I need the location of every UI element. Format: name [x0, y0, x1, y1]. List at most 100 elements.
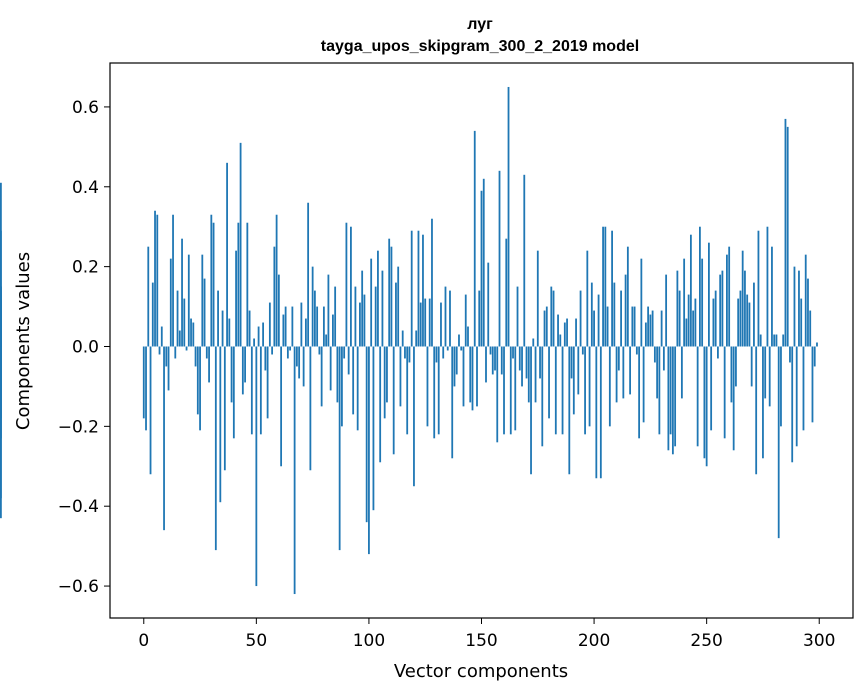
- x-tick-label: 200: [578, 631, 610, 651]
- bar-43: [239, 142, 242, 347]
- bar-161: [505, 238, 508, 347]
- bar-202: [597, 294, 600, 347]
- bar-167: [518, 346, 521, 371]
- bar-237: [676, 270, 679, 347]
- bar-282: [777, 346, 780, 539]
- bar-162: [507, 86, 510, 347]
- bar-44: [241, 346, 244, 395]
- bar-111: [392, 346, 395, 455]
- bar-259: [726, 254, 728, 347]
- bar-251: [708, 242, 710, 347]
- bar-129: [433, 346, 436, 439]
- bar-239: [680, 346, 683, 399]
- bar-145: [469, 346, 472, 403]
- bar-258: [723, 346, 726, 439]
- x-tick-label: 300: [803, 631, 835, 651]
- bar-100: [368, 346, 370, 555]
- bar-131: [437, 346, 440, 435]
- bar-293: [802, 346, 805, 431]
- chart-title: луг: [467, 16, 493, 33]
- bar-144: [467, 326, 469, 347]
- y-axis-ticks: −0.6 −0.4 −0.2 0.0 0.2 0.4 0.6: [58, 98, 110, 597]
- bar-20: [187, 254, 190, 347]
- bar-0: [142, 346, 145, 419]
- bar-235: [671, 346, 674, 455]
- bar-229: [658, 346, 661, 435]
- bar-273: [757, 230, 760, 347]
- bar-6: [156, 214, 159, 347]
- bar-2: [147, 246, 150, 347]
- bar-97: [361, 270, 364, 347]
- bar-62: [282, 314, 285, 347]
- bar-170: [525, 346, 528, 379]
- bar-81: [325, 334, 328, 347]
- bar-200: [593, 310, 595, 347]
- bar-264: [737, 298, 740, 347]
- bar-118: [408, 346, 411, 363]
- bar-130: [435, 346, 438, 363]
- bar-269: [748, 302, 751, 347]
- bar-90: [345, 222, 348, 347]
- bar-143: [464, 294, 467, 347]
- bar-181: [550, 286, 553, 347]
- bar-83: [329, 346, 332, 391]
- bar-79: [320, 346, 323, 407]
- bar-77: [316, 306, 319, 347]
- bar-289: [793, 266, 796, 347]
- bar-281: [775, 334, 778, 347]
- y-tick-label: 0.2: [72, 258, 99, 278]
- bar-18: [183, 298, 186, 347]
- bar-283: [780, 346, 782, 427]
- bar-124: [422, 234, 424, 347]
- bar-27: [203, 278, 206, 347]
- bar-146: [471, 346, 474, 411]
- x-tick-label: 0: [138, 631, 149, 651]
- bar-184: [557, 314, 559, 347]
- bar-153: [487, 262, 490, 347]
- y-tick-label: −0.4: [58, 497, 99, 517]
- bar-165: [514, 346, 517, 431]
- bar-22: [192, 322, 195, 347]
- bar-228: [656, 346, 659, 399]
- bar-297: [811, 346, 814, 423]
- bar-172: [530, 346, 532, 475]
- chart-subtitle: tayga_upos_skipgram_300_2_2019 model: [321, 38, 639, 55]
- bar-214: [624, 274, 627, 347]
- bar-149: [478, 290, 481, 347]
- bar-126: [426, 346, 429, 427]
- bar-115: [401, 330, 404, 347]
- bar-232: [665, 274, 668, 347]
- bar-72: [304, 318, 307, 347]
- bar-159: [500, 346, 503, 375]
- bar-236: [674, 346, 677, 447]
- bar-75: [311, 266, 314, 347]
- bar-51: [257, 326, 260, 347]
- bar-5: [154, 210, 156, 347]
- bar-240: [683, 258, 686, 347]
- bar-35: [221, 310, 224, 347]
- bar-278: [768, 346, 771, 407]
- bar-58: [273, 246, 276, 347]
- bar-142: [462, 346, 465, 407]
- bar-19: [185, 346, 188, 351]
- bar-67: [293, 346, 296, 595]
- bar-295: [807, 278, 809, 347]
- bar-86: [336, 346, 339, 403]
- bar-39: [230, 346, 233, 403]
- bar-276: [764, 346, 767, 399]
- bar-3: [149, 346, 152, 475]
- bar-139: [455, 346, 458, 375]
- bar-70: [300, 302, 303, 347]
- bar-190: [570, 346, 573, 379]
- bar-286: [786, 126, 789, 347]
- bar-224: [647, 306, 650, 347]
- bar-66: [291, 306, 294, 347]
- bar-263: [735, 346, 737, 387]
- bar-60: [277, 274, 280, 347]
- bar-156: [494, 346, 496, 371]
- bar-171: [527, 346, 530, 403]
- bar-249: [703, 346, 706, 459]
- bar-298: [813, 346, 816, 367]
- bar-85: [334, 286, 337, 347]
- bar-207: [608, 346, 611, 427]
